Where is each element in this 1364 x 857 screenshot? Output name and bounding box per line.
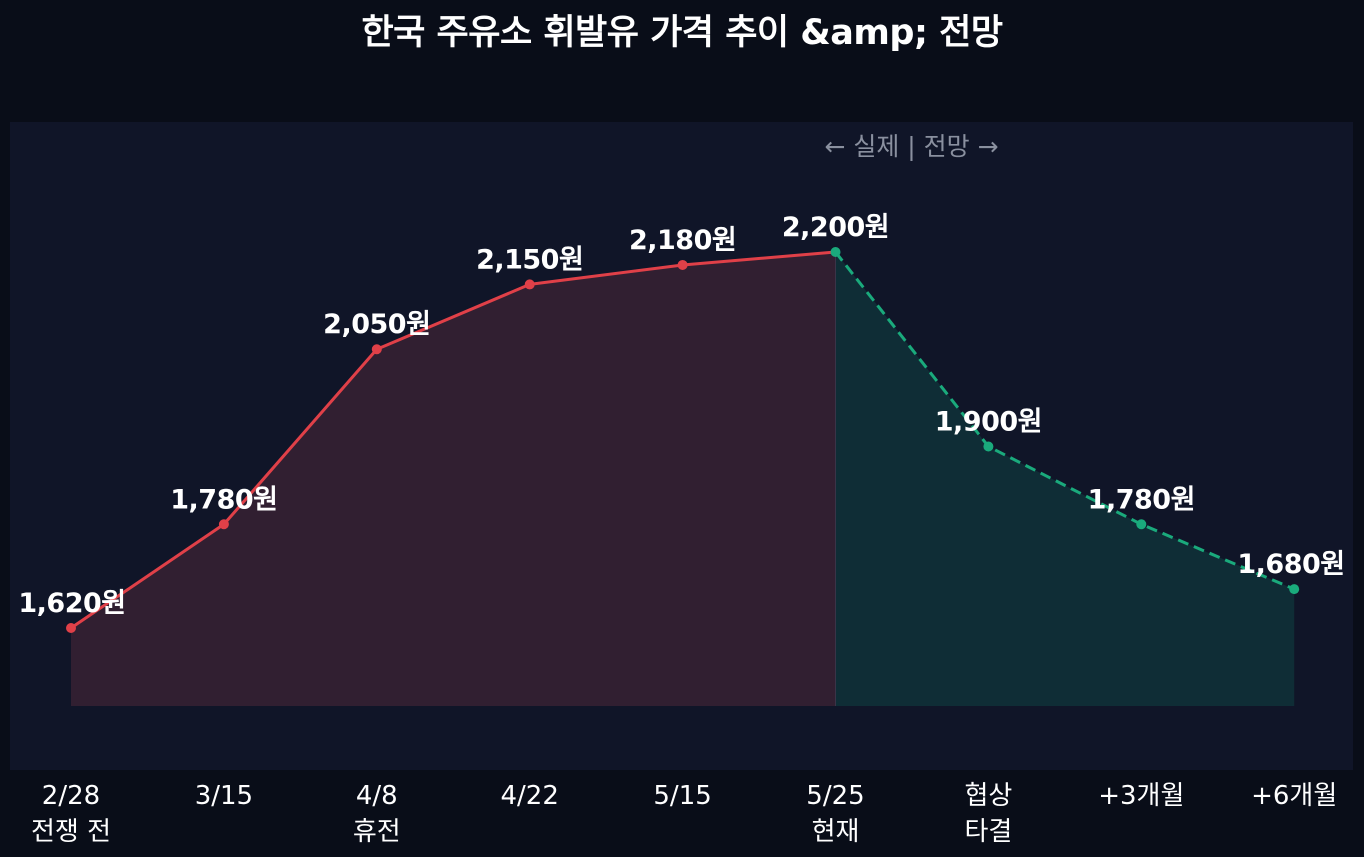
x-tick-line: 5/15	[653, 781, 711, 811]
x-tick-line: 전쟁 전	[31, 817, 111, 847]
x-tick-line: 5/25	[806, 781, 864, 811]
x-tick-line: 4/8	[356, 781, 398, 811]
data-label-6: 1,900원	[935, 406, 1042, 437]
forecast-point-8	[1289, 584, 1300, 595]
actual-area	[71, 252, 836, 706]
x-tick-line: 4/22	[501, 781, 559, 811]
data-label-4: 2,180원	[629, 225, 736, 256]
data-label-7: 1,780원	[1088, 484, 1195, 515]
x-tick-line: 휴전	[353, 817, 401, 847]
data-label-3: 2,150원	[476, 244, 583, 275]
divider-label: ← 실제 | 전망 →	[824, 132, 998, 161]
data-label-1: 1,780원	[170, 484, 277, 515]
actual-point-1	[218, 519, 229, 530]
x-tick-label-5: 5/25 현재	[806, 781, 864, 847]
forecast-point-6	[983, 441, 994, 452]
x-tick-label-0: 2/28 전쟁 전	[31, 781, 111, 847]
x-tick-line: +6개월	[1251, 781, 1337, 811]
actual-point-0	[66, 623, 76, 633]
chart-title: 한국 주유소 휘발유 가격 추이 &amp; 전망	[361, 13, 1003, 53]
x-tick-label-2: 4/8 휴전	[353, 781, 401, 847]
x-tick-line: 3/15	[195, 781, 253, 811]
x-tick-line: 타결	[964, 817, 1012, 847]
forecast-point-7	[1136, 519, 1147, 530]
data-label-8: 1,680원	[1237, 549, 1344, 580]
data-label-5: 2,200원	[782, 212, 889, 243]
x-tick-line: +3개월	[1098, 781, 1184, 811]
x-tick-label-3: 4/22	[501, 781, 559, 811]
forecast-area	[835, 252, 1295, 706]
forecast-point-5	[830, 247, 841, 257]
actual-point-2	[371, 344, 382, 355]
forecast-series-line	[834, 251, 1295, 591]
data-label-0: 1,620원	[18, 588, 125, 619]
actual-series-line	[70, 250, 836, 630]
data-label-2: 2,050원	[323, 309, 430, 340]
x-tick-line: 협상	[964, 781, 1012, 811]
actual-point-3	[524, 279, 535, 290]
x-tick-label-4: 5/15	[653, 781, 711, 811]
x-tick-label-1: 3/15	[195, 781, 253, 811]
x-tick-label-8: +6개월	[1251, 781, 1337, 811]
x-tick-line: 2/28	[42, 781, 100, 811]
x-tick-line: 현재	[812, 817, 860, 847]
actual-point-4	[677, 259, 688, 270]
x-tick-label-7: +3개월	[1098, 781, 1184, 811]
